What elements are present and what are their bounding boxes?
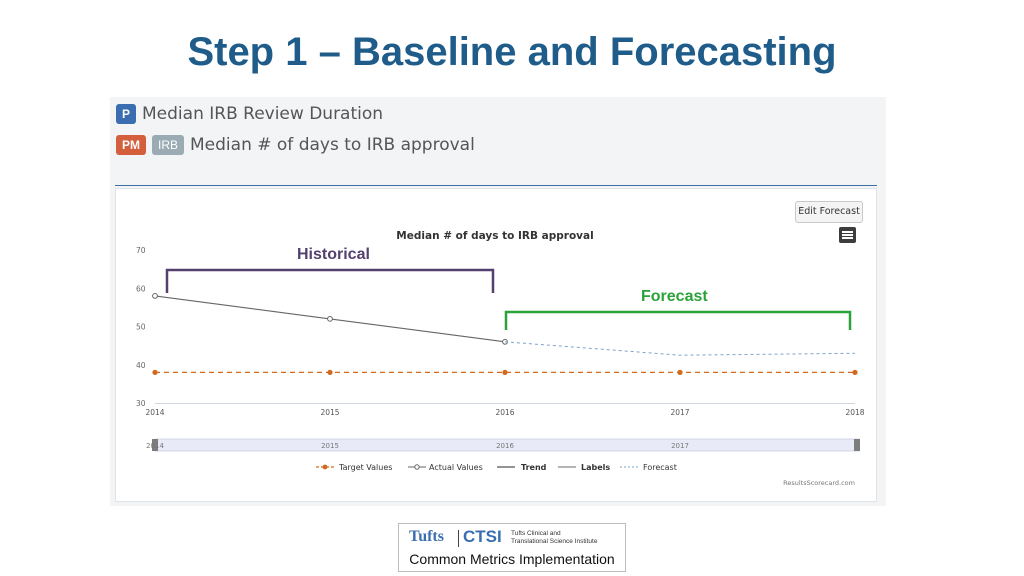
actual-values-point — [327, 315, 333, 322]
navigator-label: 2014 — [146, 442, 164, 450]
forecast-line — [504, 341, 856, 356]
y-tick-label: 50 — [136, 323, 146, 332]
historical-bracket — [165, 268, 495, 293]
panel-divider — [115, 185, 877, 186]
forecast-label: Forecast — [641, 288, 708, 305]
chart-menu-icon[interactable] — [839, 227, 856, 243]
navigator-right-handle — [854, 439, 860, 451]
legend-trend-label: Trend — [521, 463, 547, 472]
logo-subtitle-line1: Tufts Clinical and — [511, 530, 561, 537]
target-values-point — [327, 369, 333, 375]
chart-credit: ResultsScorecard.com — [783, 479, 855, 487]
logo-separator — [458, 530, 459, 547]
logo-bottom-text: Common Metrics Implementation — [409, 551, 615, 567]
edit-forecast-button[interactable]: Edit Forecast — [795, 201, 863, 223]
irb-badge: IRB — [152, 135, 185, 155]
actual-values-point — [152, 293, 158, 299]
legend-labels-label: Labels — [581, 463, 610, 472]
target-values-point — [852, 369, 858, 375]
measure-name[interactable]: Median IRB Review Duration — [142, 104, 384, 124]
forecast-bracket — [504, 310, 852, 330]
slide-title: Step 1 – Baseline and Forecasting — [187, 30, 837, 74]
x-tick-label: 2017 — [670, 408, 689, 417]
y-tick-label: 40 — [136, 361, 146, 370]
legend-target-values-marker — [322, 464, 328, 470]
y-tick-label: 30 — [136, 399, 146, 408]
x-tick-label: 2018 — [845, 408, 864, 417]
navigator-left-handle — [152, 439, 158, 451]
y-tick-label: 70 — [136, 246, 146, 255]
program-badge: P — [116, 104, 137, 124]
x-tick-label: 2015 — [320, 408, 339, 417]
target-values-point — [677, 369, 683, 375]
legend-target-values-label: Target Values — [338, 463, 392, 472]
logo-subtitle-line2: Translational Science Institute — [511, 538, 598, 545]
measure-subtitle[interactable]: Median # of days to IRB approval — [190, 135, 475, 155]
navigator-label: 2015 — [321, 442, 339, 450]
measure-subheader-row: PM IRB Median # of days to IRB approval — [116, 135, 475, 155]
legend-actual-values-label: Actual Values — [429, 463, 483, 472]
navigator-label: 2017 — [671, 442, 689, 450]
y-tick-label: 60 — [136, 284, 146, 293]
target-values-point — [152, 369, 158, 375]
x-tick-label: 2014 — [145, 408, 164, 417]
navigator-label: 2016 — [496, 442, 514, 450]
x-tick-label: 2016 — [495, 408, 514, 417]
legend-actual-values-marker — [414, 464, 420, 470]
target-values-point — [502, 369, 508, 375]
tufts-ctsi-logo: Tufts CTSI Tufts Clinical and Translation… — [398, 523, 626, 572]
logo-ctsi-text: CTSI — [463, 527, 502, 546]
chart-title: Median # of days to IRB approval — [396, 230, 593, 242]
measure-header-row: P Median IRB Review Duration — [116, 104, 383, 124]
historical-label: Historical — [297, 246, 370, 263]
logo-tufts-text: Tufts — [409, 528, 444, 545]
pm-badge: PM — [116, 135, 146, 155]
legend-forecast-label: Forecast — [643, 463, 677, 472]
logo-subtitle: Tufts Clinical and Translational Science … — [511, 530, 597, 546]
